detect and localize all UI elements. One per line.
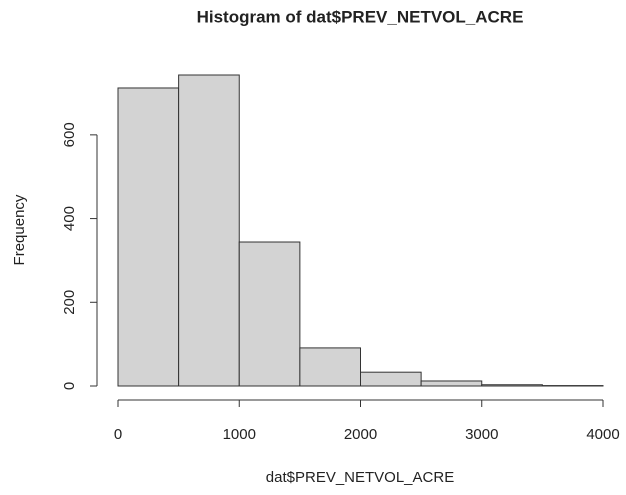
x-axis-label: dat$PREV_NETVOL_ACRE (266, 469, 454, 486)
chart-title: Histogram of dat$PREV_NETVOL_ACRE (197, 7, 524, 26)
x-tick-label: 3000 (465, 426, 498, 443)
bar (178, 74, 240, 387)
bar (299, 347, 361, 387)
y-tick-label: 0 (61, 382, 78, 390)
y-tick-label: 600 (61, 122, 78, 147)
y-axis-label: Frequency (11, 194, 28, 265)
bar (117, 87, 180, 387)
x-tick-label: 1000 (223, 426, 256, 443)
x-tick-label: 4000 (586, 426, 619, 443)
bar (360, 371, 422, 387)
y-tick-label: 200 (61, 290, 78, 315)
bar (481, 384, 543, 387)
bar (238, 241, 301, 387)
x-tick-label: 2000 (344, 426, 377, 443)
x-tick-label: 0 (114, 426, 122, 443)
y-tick-label: 400 (61, 206, 78, 231)
bar (420, 380, 483, 387)
